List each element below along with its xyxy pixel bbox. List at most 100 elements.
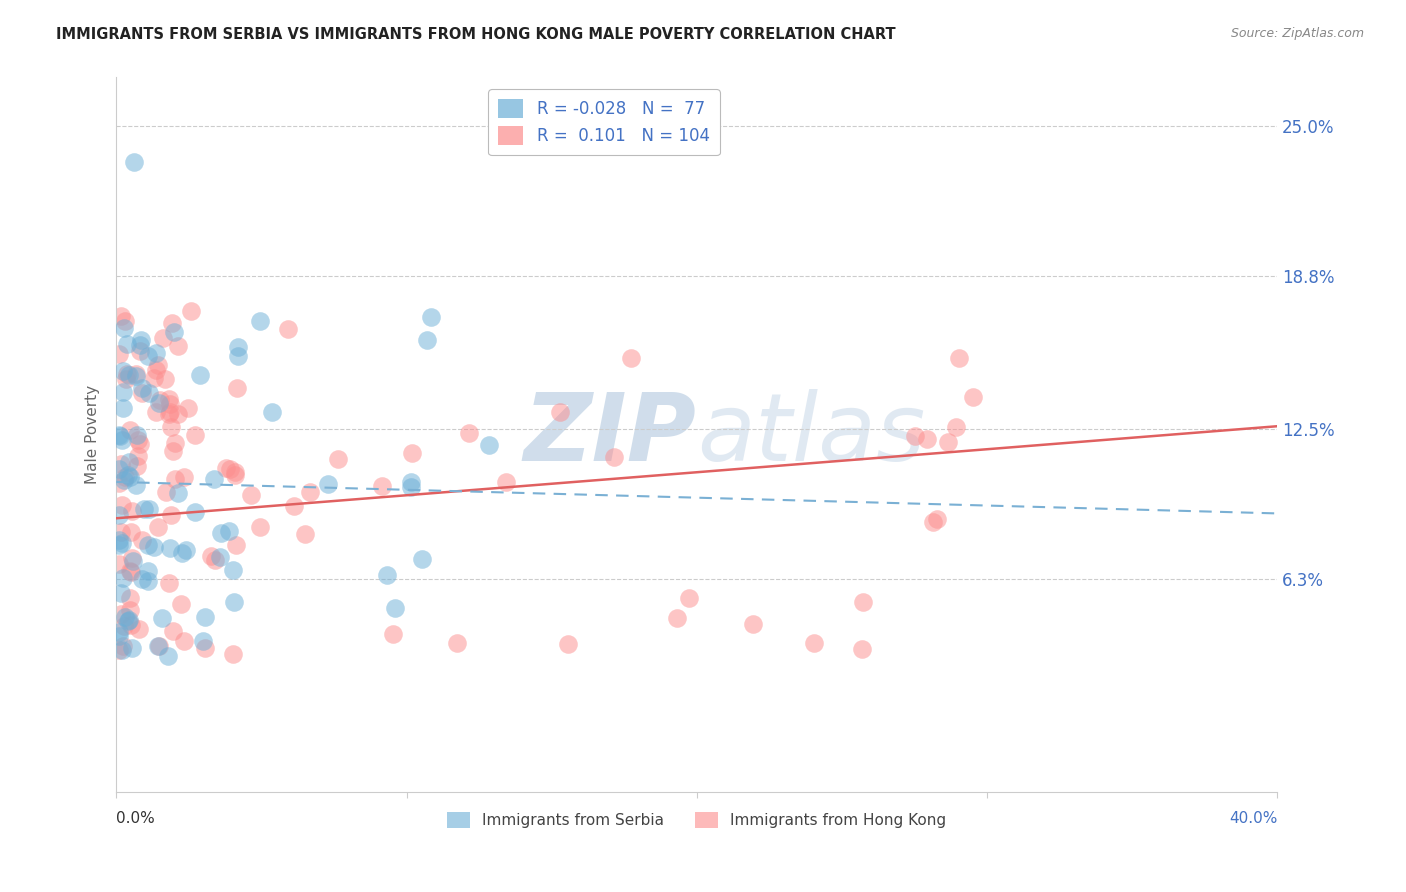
- Point: [191, 633, 214, 648]
- Point: [382, 627, 405, 641]
- Point: [115, 337, 138, 351]
- Text: 40.0%: 40.0%: [1229, 812, 1277, 826]
- Text: ZIP: ZIP: [524, 389, 697, 481]
- Y-axis label: Male Poverty: Male Poverty: [86, 385, 100, 484]
- Point: [121, 554, 143, 568]
- Point: [226, 350, 249, 364]
- Point: [603, 450, 626, 464]
- Point: [208, 549, 231, 564]
- Point: [194, 609, 217, 624]
- Point: [945, 420, 967, 434]
- Point: [120, 564, 142, 578]
- Point: [127, 428, 149, 442]
- Point: [176, 542, 198, 557]
- Point: [157, 407, 180, 421]
- Point: [120, 565, 142, 579]
- Point: [165, 472, 187, 486]
- Point: [108, 427, 131, 442]
- Point: [117, 468, 139, 483]
- Point: [384, 600, 406, 615]
- Point: [851, 642, 873, 657]
- Point: [110, 642, 132, 657]
- Point: [170, 597, 193, 611]
- Point: [157, 392, 180, 406]
- Point: [111, 498, 134, 512]
- Point: [112, 320, 135, 334]
- Point: [125, 368, 148, 382]
- Point: [131, 572, 153, 586]
- Point: [112, 384, 135, 399]
- Point: [114, 470, 136, 484]
- Point: [108, 533, 131, 548]
- Point: [125, 369, 148, 384]
- Point: [240, 488, 263, 502]
- Point: [316, 477, 339, 491]
- Point: [150, 611, 173, 625]
- Point: [904, 428, 927, 442]
- Point: [162, 317, 184, 331]
- Point: [222, 595, 245, 609]
- Point: [108, 643, 131, 657]
- Point: [200, 549, 222, 563]
- Point: [326, 451, 349, 466]
- Point: [162, 444, 184, 458]
- Text: Source: ZipAtlas.com: Source: ZipAtlas.com: [1230, 27, 1364, 40]
- Point: [131, 333, 153, 347]
- Point: [111, 535, 134, 549]
- Point: [122, 155, 145, 169]
- Point: [108, 538, 131, 552]
- Point: [225, 538, 247, 552]
- Point: [415, 333, 437, 347]
- Point: [136, 349, 159, 363]
- Point: [446, 636, 468, 650]
- Point: [157, 649, 180, 664]
- Point: [188, 368, 211, 383]
- Point: [131, 381, 153, 395]
- Point: [180, 304, 202, 318]
- Point: [922, 516, 945, 530]
- Point: [125, 458, 148, 473]
- Point: [115, 372, 138, 386]
- Text: 0.0%: 0.0%: [117, 812, 155, 826]
- Point: [678, 591, 700, 605]
- Point: [111, 639, 134, 653]
- Point: [108, 508, 131, 522]
- Point: [136, 574, 159, 588]
- Point: [215, 461, 238, 475]
- Point: [157, 576, 180, 591]
- Point: [118, 613, 141, 627]
- Point: [370, 479, 392, 493]
- Point: [114, 609, 136, 624]
- Point: [925, 512, 948, 526]
- Point: [132, 501, 155, 516]
- Point: [138, 501, 160, 516]
- Point: [495, 475, 517, 489]
- Point: [117, 614, 139, 628]
- Point: [420, 310, 443, 325]
- Point: [962, 390, 984, 404]
- Point: [129, 343, 152, 358]
- Point: [557, 637, 579, 651]
- Point: [160, 420, 183, 434]
- Point: [120, 602, 142, 616]
- Point: [177, 401, 200, 415]
- Point: [803, 635, 825, 649]
- Point: [163, 435, 186, 450]
- Point: [146, 639, 169, 653]
- Point: [111, 433, 134, 447]
- Point: [152, 331, 174, 345]
- Point: [112, 473, 135, 487]
- Point: [184, 428, 207, 442]
- Point: [166, 339, 188, 353]
- Point: [128, 622, 150, 636]
- Point: [162, 624, 184, 639]
- Point: [110, 525, 132, 540]
- Point: [620, 351, 643, 366]
- Point: [173, 633, 195, 648]
- Point: [108, 462, 131, 476]
- Point: [221, 647, 243, 661]
- Point: [120, 617, 142, 632]
- Point: [277, 321, 299, 335]
- Point: [112, 618, 135, 632]
- Point: [110, 309, 132, 323]
